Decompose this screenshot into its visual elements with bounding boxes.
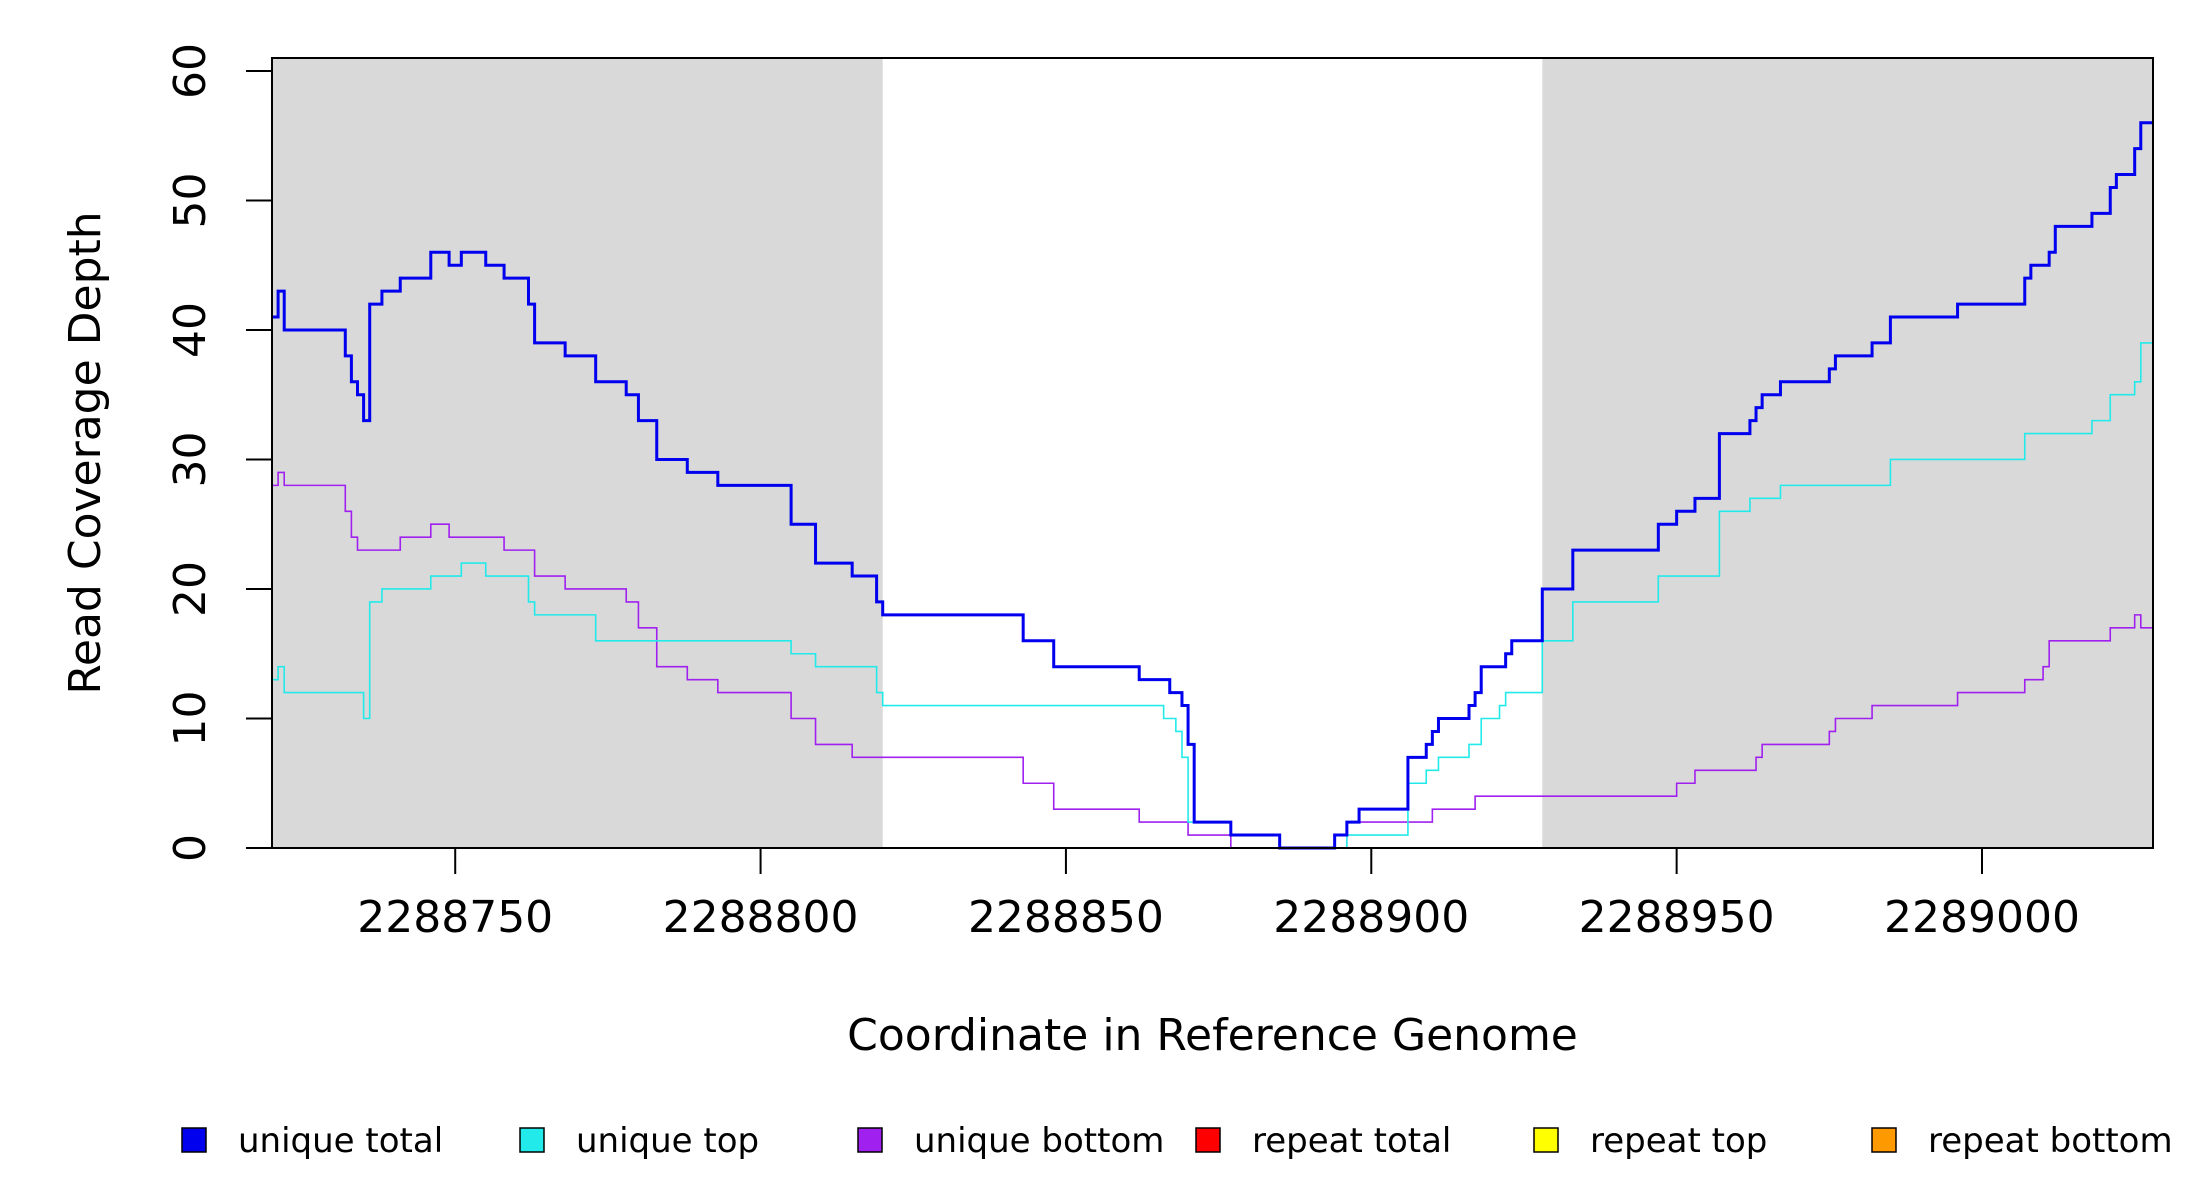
y-tick-label: 50 [165, 172, 216, 228]
legend-item-repeat-total: repeat total [1195, 1121, 1451, 1161]
shaded-regions [272, 58, 2153, 848]
legend-item-repeat-bottom: repeat bottom [1871, 1121, 2173, 1161]
x-tick-label: 2289000 [1884, 892, 2080, 943]
y-tick-label: 30 [165, 431, 216, 487]
x-tick-label: 2288850 [968, 892, 1164, 943]
shaded-region-1 [272, 58, 883, 848]
legend-item-unique-top: unique top [519, 1121, 759, 1161]
x-tick-label: 2288750 [357, 892, 553, 943]
shaded-region-2 [1542, 58, 2153, 848]
x-tick-label: 2288800 [663, 892, 859, 943]
x-tick-label: 2288900 [1273, 892, 1469, 943]
legend-label: unique total [238, 1121, 443, 1161]
legend-swatch [857, 1127, 883, 1153]
y-axis: 0 10 20 30 40 50 60 [165, 43, 273, 862]
legend-label: repeat total [1252, 1121, 1451, 1161]
legend-swatch [1871, 1127, 1897, 1153]
x-tick-label: 2288950 [1579, 892, 1775, 943]
y-tick-label: 20 [165, 561, 216, 617]
legend-item-unique-total: unique total [181, 1121, 443, 1161]
legend-label: unique top [576, 1121, 759, 1161]
series-line-unique-bottom [272, 471, 2153, 849]
legend-label: repeat bottom [1928, 1121, 2173, 1161]
y-tick-label: 0 [165, 834, 216, 862]
legend-item-repeat-top: repeat top [1533, 1121, 1767, 1161]
legend-item-unique-bottom: unique bottom [857, 1121, 1164, 1161]
legend-swatch [1533, 1127, 1559, 1153]
x-axis: 2288750 2288800 2288850 2288900 2288950 22890… [357, 847, 2080, 943]
y-tick-label: 40 [165, 302, 216, 358]
y-tick-label: 10 [165, 690, 216, 746]
legend-swatch [181, 1127, 207, 1153]
legend-swatch [1195, 1127, 1221, 1153]
x-axis-title: Coordinate in Reference Genome [847, 1010, 1578, 1061]
legend-label: unique bottom [914, 1121, 1164, 1161]
y-tick-label: 60 [165, 43, 216, 99]
legend-swatch [519, 1127, 545, 1153]
y-axis-title: Read Coverage Depth [60, 211, 111, 694]
legend-label: repeat top [1590, 1121, 1767, 1161]
legend: unique total unique top unique bottom repea… [181, 1121, 2173, 1161]
series-line-unique-total [272, 121, 2153, 850]
